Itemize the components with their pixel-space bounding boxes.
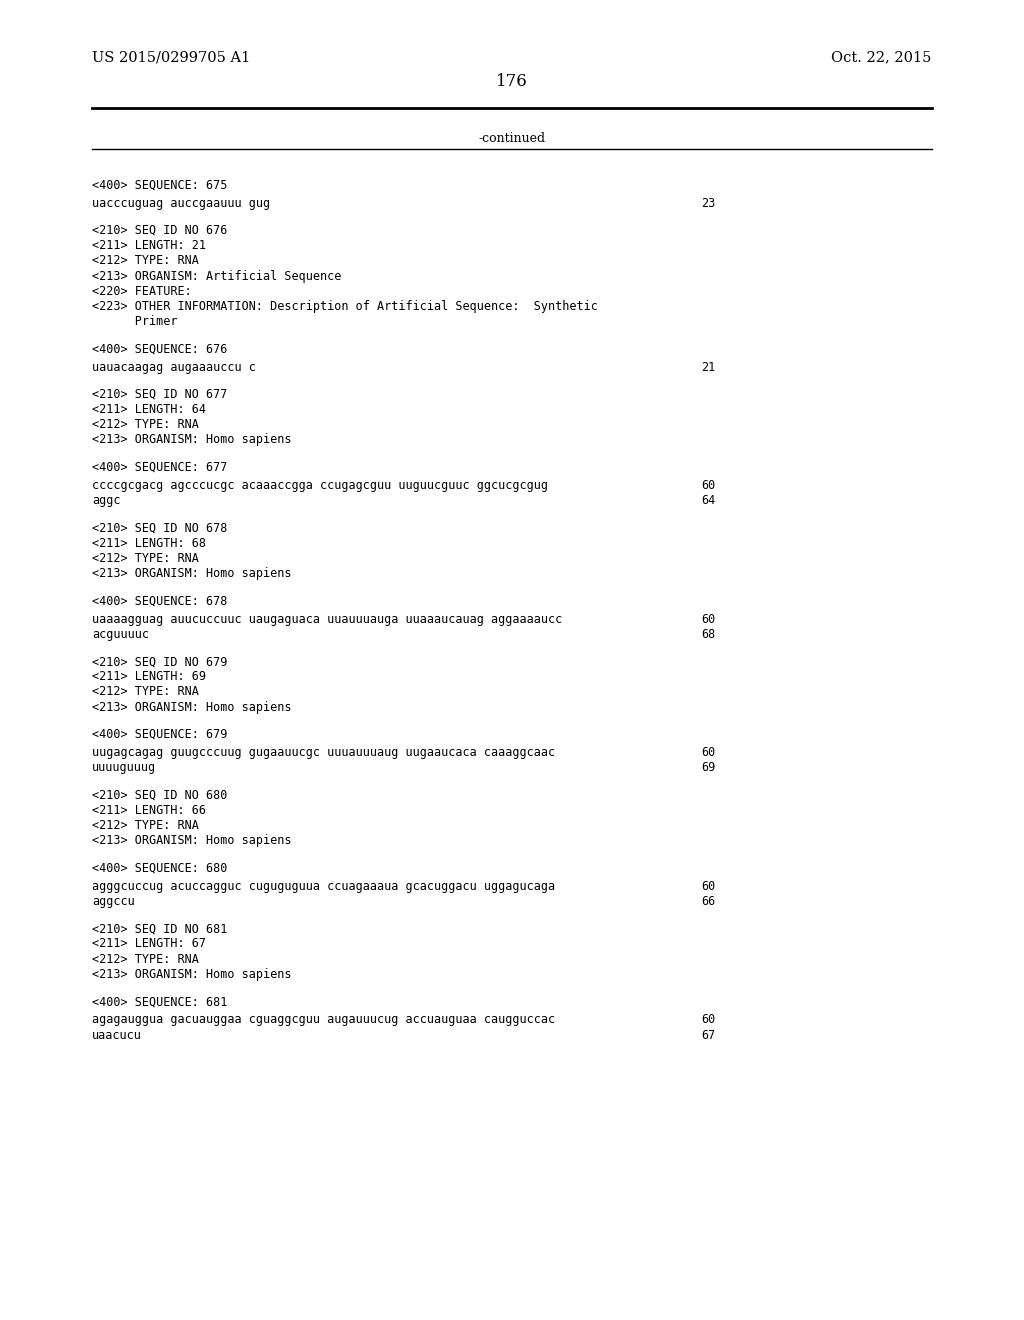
- Text: 64: 64: [701, 494, 716, 507]
- Text: <212> TYPE: RNA: <212> TYPE: RNA: [92, 418, 199, 432]
- Text: <212> TYPE: RNA: <212> TYPE: RNA: [92, 953, 199, 966]
- Text: aggccu: aggccu: [92, 895, 135, 908]
- Text: <213> ORGANISM: Artificial Sequence: <213> ORGANISM: Artificial Sequence: [92, 269, 342, 282]
- Text: <211> LENGTH: 67: <211> LENGTH: 67: [92, 937, 206, 950]
- Text: <400> SEQUENCE: 677: <400> SEQUENCE: 677: [92, 461, 227, 474]
- Text: aggc: aggc: [92, 494, 121, 507]
- Text: agagauggua gacuauggaa cguaggcguu augauuucug accuauguaa caugguccac: agagauggua gacuauggaa cguaggcguu augauuu…: [92, 1014, 555, 1027]
- Text: <213> ORGANISM: Homo sapiens: <213> ORGANISM: Homo sapiens: [92, 968, 292, 981]
- Text: <212> TYPE: RNA: <212> TYPE: RNA: [92, 685, 199, 698]
- Text: Oct. 22, 2015: Oct. 22, 2015: [831, 50, 932, 65]
- Text: 67: 67: [701, 1028, 716, 1041]
- Text: <210> SEQ ID NO 679: <210> SEQ ID NO 679: [92, 655, 227, 668]
- Text: <213> ORGANISM: Homo sapiens: <213> ORGANISM: Homo sapiens: [92, 701, 292, 714]
- Text: <212> TYPE: RNA: <212> TYPE: RNA: [92, 255, 199, 268]
- Text: <213> ORGANISM: Homo sapiens: <213> ORGANISM: Homo sapiens: [92, 568, 292, 579]
- Text: <212> TYPE: RNA: <212> TYPE: RNA: [92, 818, 199, 832]
- Text: 69: 69: [701, 762, 716, 775]
- Text: 60: 60: [701, 879, 716, 892]
- Text: uacccuguag auccgaauuu gug: uacccuguag auccgaauuu gug: [92, 197, 270, 210]
- Text: <400> SEQUENCE: 675: <400> SEQUENCE: 675: [92, 178, 227, 191]
- Text: <210> SEQ ID NO 681: <210> SEQ ID NO 681: [92, 923, 227, 936]
- Text: <400> SEQUENCE: 678: <400> SEQUENCE: 678: [92, 594, 227, 607]
- Text: <211> LENGTH: 64: <211> LENGTH: 64: [92, 403, 206, 416]
- Text: <400> SEQUENCE: 676: <400> SEQUENCE: 676: [92, 342, 227, 355]
- Text: <211> LENGTH: 66: <211> LENGTH: 66: [92, 804, 206, 817]
- Text: uuuuguuug: uuuuguuug: [92, 762, 157, 775]
- Text: US 2015/0299705 A1: US 2015/0299705 A1: [92, 50, 251, 65]
- Text: 60: 60: [701, 479, 716, 492]
- Text: 66: 66: [701, 895, 716, 908]
- Text: <210> SEQ ID NO 677: <210> SEQ ID NO 677: [92, 388, 227, 401]
- Text: <211> LENGTH: 21: <211> LENGTH: 21: [92, 239, 206, 252]
- Text: uaaaagguag auucuccuuc uaugaguaca uuauuuauga uuaaaucauag aggaaaaucc: uaaaagguag auucuccuuc uaugaguaca uuauuua…: [92, 612, 562, 626]
- Text: <213> ORGANISM: Homo sapiens: <213> ORGANISM: Homo sapiens: [92, 834, 292, 847]
- Text: 21: 21: [701, 360, 716, 374]
- Text: <213> ORGANISM: Homo sapiens: <213> ORGANISM: Homo sapiens: [92, 433, 292, 446]
- Text: uauacaagag augaaauccu c: uauacaagag augaaauccu c: [92, 360, 256, 374]
- Text: uaacucu: uaacucu: [92, 1028, 142, 1041]
- Text: 68: 68: [701, 628, 716, 640]
- Text: <400> SEQUENCE: 680: <400> SEQUENCE: 680: [92, 862, 227, 875]
- Text: <400> SEQUENCE: 679: <400> SEQUENCE: 679: [92, 727, 227, 741]
- Text: <210> SEQ ID NO 680: <210> SEQ ID NO 680: [92, 788, 227, 801]
- Text: 60: 60: [701, 1014, 716, 1027]
- Text: <210> SEQ ID NO 678: <210> SEQ ID NO 678: [92, 521, 227, 535]
- Text: Primer: Primer: [92, 315, 177, 329]
- Text: 176: 176: [496, 73, 528, 90]
- Text: <211> LENGTH: 69: <211> LENGTH: 69: [92, 671, 206, 684]
- Text: ccccgcgacg agcccucgc acaaaccgga ccugagcguu uuguucguuc ggcucgcgug: ccccgcgacg agcccucgc acaaaccgga ccugagcg…: [92, 479, 548, 492]
- Text: <211> LENGTH: 68: <211> LENGTH: 68: [92, 537, 206, 549]
- Text: agggcuccug acuccagguc cuguguguua ccuagaaaua gcacuggacu uggagucaga: agggcuccug acuccagguc cuguguguua ccuagaa…: [92, 879, 555, 892]
- Text: <400> SEQUENCE: 681: <400> SEQUENCE: 681: [92, 995, 227, 1008]
- Text: <223> OTHER INFORMATION: Description of Artificial Sequence:  Synthetic: <223> OTHER INFORMATION: Description of …: [92, 300, 598, 313]
- Text: <210> SEQ ID NO 676: <210> SEQ ID NO 676: [92, 224, 227, 238]
- Text: -continued: -continued: [478, 132, 546, 145]
- Text: 23: 23: [701, 197, 716, 210]
- Text: 60: 60: [701, 746, 716, 759]
- Text: <212> TYPE: RNA: <212> TYPE: RNA: [92, 552, 199, 565]
- Text: uugagcagag guugcccuug gugaauucgc uuuauuuaug uugaaucaca caaaggcaac: uugagcagag guugcccuug gugaauucgc uuuauuu…: [92, 746, 555, 759]
- Text: <220> FEATURE:: <220> FEATURE:: [92, 285, 191, 298]
- Text: acguuuuc: acguuuuc: [92, 628, 150, 640]
- Text: 60: 60: [701, 612, 716, 626]
